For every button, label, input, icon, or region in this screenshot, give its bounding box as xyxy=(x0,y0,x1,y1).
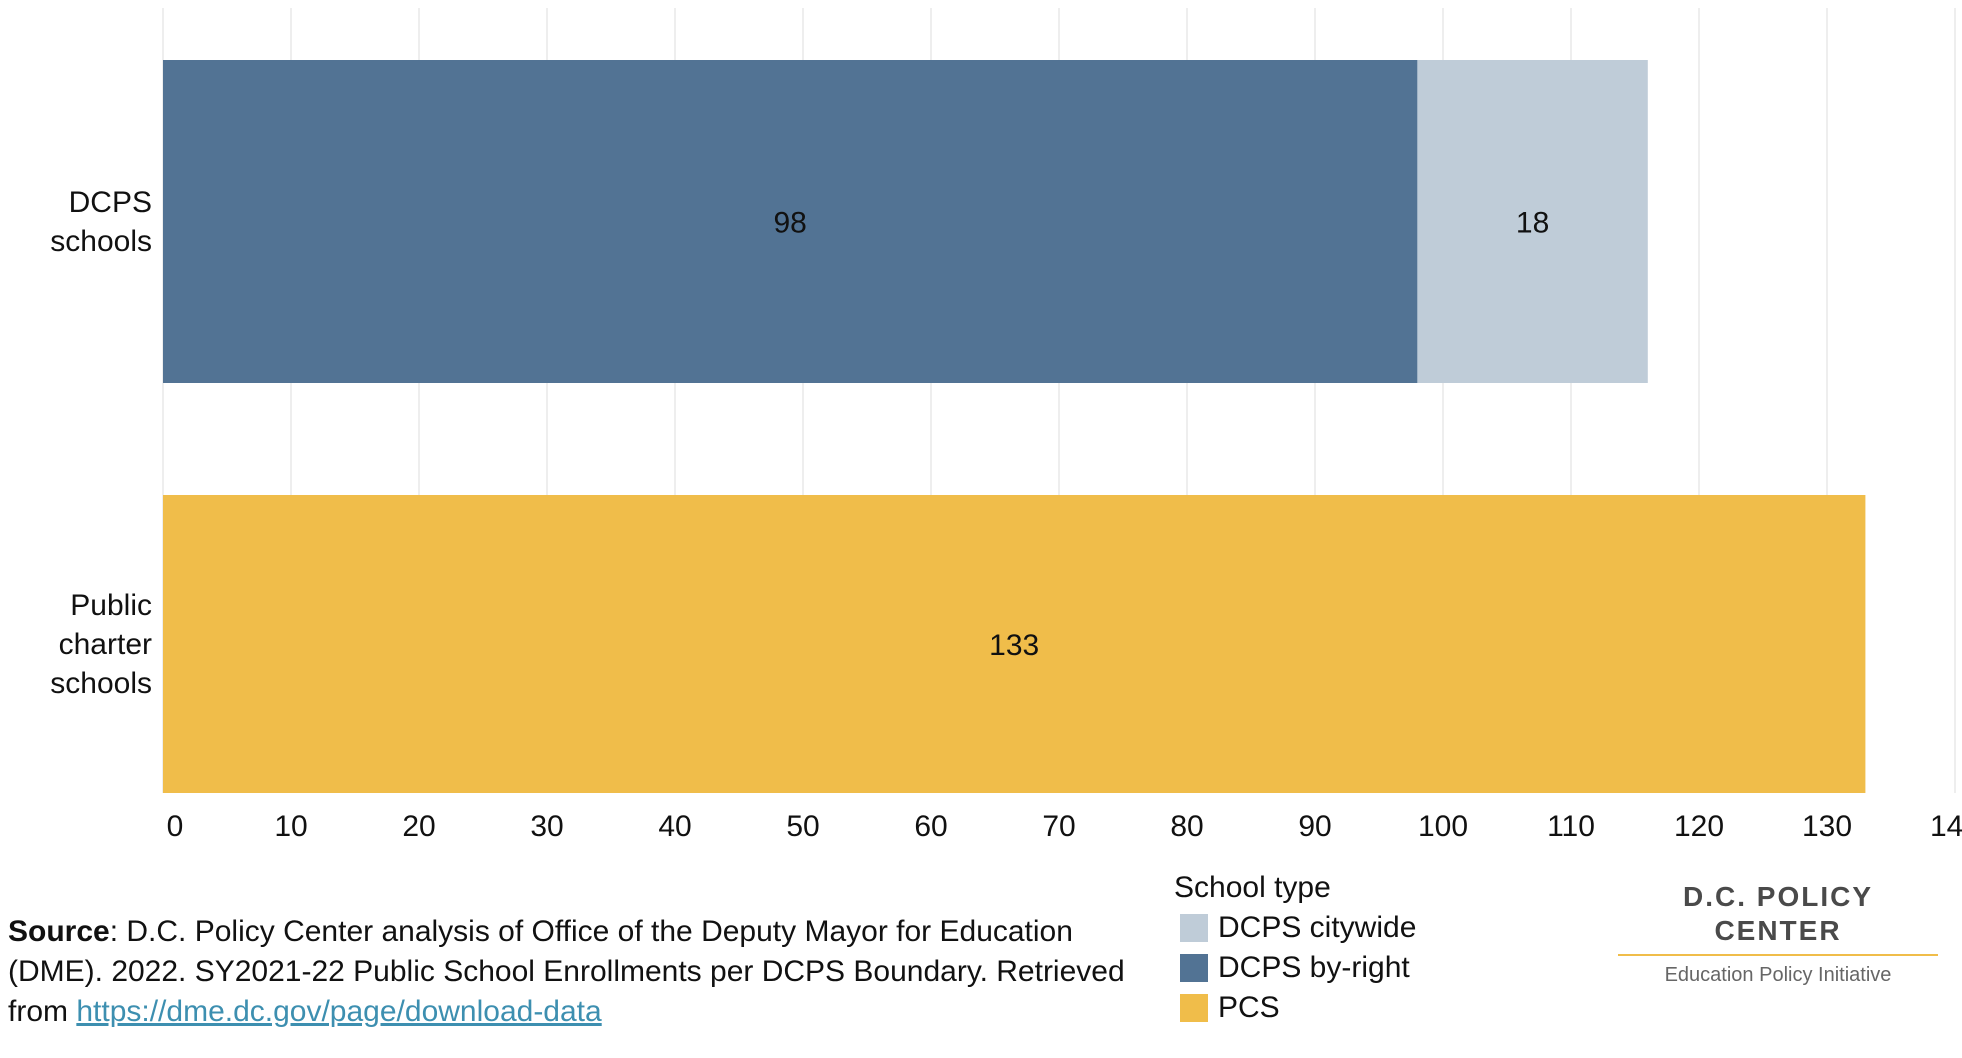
source-text: : D.C. Policy Center analysis of Office … xyxy=(8,915,1125,1028)
source-note: Source: D.C. Policy Center analysis of O… xyxy=(8,912,1138,1032)
x-tick-label: 50 xyxy=(786,810,819,843)
bar-chart: 98 18 133 0 10 20 30 40 50 60 70 80 90 100 110 120 130 1… xyxy=(162,8,1962,843)
bars xyxy=(163,60,1866,793)
bar-segment xyxy=(163,495,1866,793)
legend-swatch xyxy=(1180,914,1208,942)
bar-segment xyxy=(1417,60,1648,383)
x-tick-label: 100 xyxy=(1418,810,1468,843)
logo-subtitle: Education Policy Initiative xyxy=(1664,964,1892,986)
legend-swatch xyxy=(1180,994,1208,1022)
x-axis-ticks: 0 10 20 30 40 50 60 70 80 90 100 110 120 130 140 xyxy=(167,810,1962,843)
category-label: Public charter schools xyxy=(0,586,152,703)
x-tick-label: 20 xyxy=(402,810,435,843)
data-label: 18 xyxy=(1516,207,1549,240)
legend-item-dcps-by-right: DCPS by-right xyxy=(1180,948,1416,988)
legend-title: School type xyxy=(1174,871,1331,904)
source-label: Source xyxy=(8,915,110,948)
legend-label: DCPS citywide xyxy=(1218,911,1417,944)
data-label: 98 xyxy=(774,207,807,240)
legend: School type DCPS citywide DCPS by-right … xyxy=(1174,868,1416,1028)
legend-label: DCPS by-right xyxy=(1218,951,1410,984)
legend-item-dcps-citywide: DCPS citywide xyxy=(1180,908,1416,948)
x-tick-label: 0 xyxy=(167,810,184,843)
source-link[interactable]: https://dme.dc.gov/page/download-data xyxy=(76,995,602,1028)
x-tick-label: 60 xyxy=(914,810,947,843)
legend-item-pcs: PCS xyxy=(1180,988,1416,1028)
x-tick-label: 130 xyxy=(1802,810,1852,843)
category-label-line: schools xyxy=(50,666,152,700)
x-tick-label: 120 xyxy=(1674,810,1724,843)
data-label: 133 xyxy=(989,629,1039,662)
x-tick-label: 90 xyxy=(1298,810,1331,843)
bar-segment xyxy=(163,60,1418,383)
x-tick-label: 110 xyxy=(1547,810,1595,843)
logo-divider xyxy=(1618,954,1938,956)
x-tick-label: 10 xyxy=(274,810,307,843)
x-tick-label: 70 xyxy=(1042,810,1075,843)
x-tick-label: 30 xyxy=(530,810,563,843)
dc-policy-center-logo: D.C. POLICY CENTER Education Policy Init… xyxy=(1618,880,1938,988)
category-label-line: schools xyxy=(50,224,152,258)
legend-label: PCS xyxy=(1218,991,1280,1024)
category-label-line: Public xyxy=(70,588,152,622)
x-tick-label: 40 xyxy=(658,810,691,843)
category-label: DCPS schools xyxy=(0,183,152,261)
logo-title: D.C. POLICY CENTER xyxy=(1682,881,1873,946)
category-label-line: charter xyxy=(58,627,152,661)
x-tick-label: 140 xyxy=(1930,810,1962,843)
category-label-line: DCPS xyxy=(68,185,152,219)
x-tick-label: 80 xyxy=(1170,810,1203,843)
bar-labels: 98 18 133 xyxy=(774,207,1550,663)
legend-swatch xyxy=(1180,954,1208,982)
